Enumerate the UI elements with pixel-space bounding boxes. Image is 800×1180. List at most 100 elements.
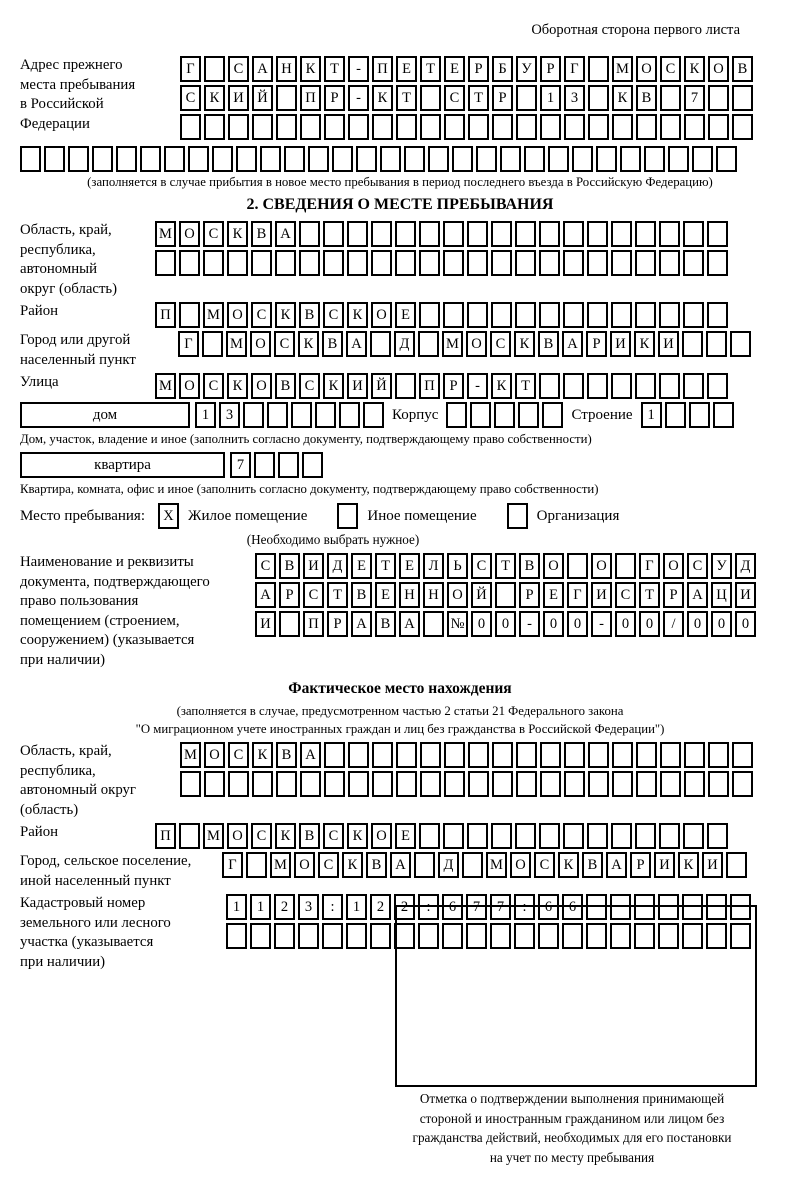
char-cell	[563, 221, 584, 247]
char-cell	[708, 114, 729, 140]
char-cell	[491, 221, 512, 247]
char-cell	[252, 114, 273, 140]
char-cell: Р	[540, 56, 561, 82]
section3-note-line1: (заполняется в случае, предусмотренном ч…	[176, 704, 624, 718]
char-cell	[467, 250, 488, 276]
char-cell: К	[300, 56, 321, 82]
char-cell	[659, 250, 680, 276]
char-cell: 2	[370, 894, 391, 920]
char-cell	[180, 114, 201, 140]
stamp-note: Отметка о подтверждении выполнения прини…	[412, 1091, 732, 1165]
char-cell: С	[255, 553, 276, 579]
char-cell	[276, 114, 297, 140]
char-cell	[636, 742, 657, 768]
char-cell	[371, 250, 392, 276]
char-cell: П	[155, 302, 176, 328]
char-cell: В	[275, 373, 296, 399]
char-cell: С	[228, 56, 249, 82]
char-cell	[660, 742, 681, 768]
section3-note-line2: "О миграционном учете иностранных гражда…	[135, 722, 665, 736]
char-cell	[372, 771, 393, 797]
char-cell	[466, 923, 487, 949]
char-cell	[276, 771, 297, 797]
char-cell	[252, 771, 273, 797]
char-cell: М	[612, 56, 633, 82]
char-cell	[491, 250, 512, 276]
char-cell: А	[606, 852, 627, 878]
char-cell	[587, 250, 608, 276]
char-cell	[611, 221, 632, 247]
char-cell: О	[371, 823, 392, 849]
char-cell: -	[591, 611, 612, 637]
char-cell	[203, 250, 224, 276]
char-cell: 0	[567, 611, 588, 637]
char-cell	[324, 114, 345, 140]
field-apartment: квартира 7	[20, 452, 800, 478]
char-cell	[712, 402, 734, 428]
char-cell: К	[323, 373, 344, 399]
char-cell	[683, 221, 704, 247]
char-cell	[420, 114, 441, 140]
char-cell	[635, 373, 656, 399]
field-cadastre: Кадастровый номер земельного или лесного у…	[20, 894, 800, 972]
char-cell: Т	[495, 553, 516, 579]
char-cell: К	[347, 823, 368, 849]
char-cell	[706, 331, 727, 357]
char-cell	[443, 250, 464, 276]
char-cell	[540, 114, 561, 140]
char-cell	[370, 331, 391, 357]
char-cell: :	[322, 894, 343, 920]
char-cell	[611, 823, 632, 849]
char-cell: 0	[495, 611, 516, 637]
char-cell	[419, 221, 440, 247]
char-cell: К	[227, 373, 248, 399]
char-cell	[180, 771, 201, 797]
char-cell: М	[442, 331, 463, 357]
stroenie-label: Строение	[571, 407, 633, 423]
char-cell	[246, 852, 267, 878]
char-cell	[495, 582, 516, 608]
char-cell	[396, 114, 417, 140]
char-cell: В	[636, 85, 657, 111]
char-cell: А	[687, 582, 708, 608]
char-cell: И	[347, 373, 368, 399]
char-cell: 7	[490, 894, 511, 920]
char-cell: В	[538, 331, 559, 357]
house-note: Дом, участок, владение и иное (заполнить…	[20, 432, 592, 446]
char-row: 7	[230, 452, 323, 478]
char-cell	[284, 146, 305, 172]
char-cell: А	[275, 221, 296, 247]
char-cell: К	[634, 331, 655, 357]
char-row: 1	[640, 402, 734, 428]
previous-address-label: Адрес прежнего места пребывания в Российск…	[20, 57, 136, 132]
char-cell: Т	[396, 85, 417, 111]
char-cell	[660, 85, 681, 111]
char-cell	[588, 771, 609, 797]
char-cell: С	[203, 221, 224, 247]
char-cell	[611, 373, 632, 399]
char-cell: К	[558, 852, 579, 878]
char-cell	[204, 771, 225, 797]
char-cell	[236, 146, 257, 172]
char-cell: Р	[279, 582, 300, 608]
char-cell: Д	[327, 553, 348, 579]
char-cell	[659, 373, 680, 399]
char-cell	[274, 923, 295, 949]
char-cell: К	[342, 852, 363, 878]
char-cell: В	[279, 553, 300, 579]
char-cell	[250, 923, 271, 949]
field-stay-place-type: Место пребывания: X Жилое помещение Иное…	[20, 503, 800, 529]
char-cell	[396, 742, 417, 768]
char-cell: 1	[640, 402, 662, 428]
char-cell	[539, 250, 560, 276]
char-cell: /	[663, 611, 684, 637]
char-cell	[204, 56, 225, 82]
char-cell: И	[735, 582, 756, 608]
char-cell: 1	[226, 894, 247, 920]
char-cell	[732, 85, 753, 111]
option-residential-label: Жилое помещение	[188, 507, 308, 524]
